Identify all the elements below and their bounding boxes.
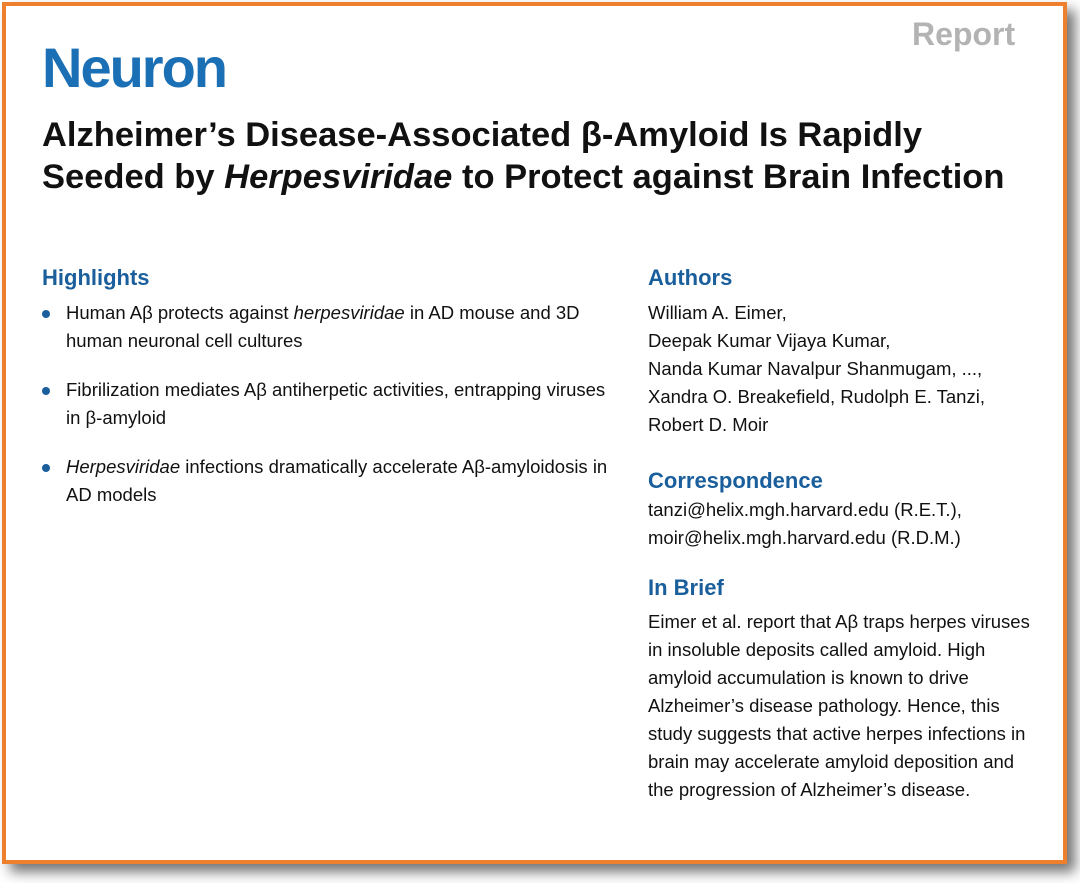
highlights-heading: Highlights: [42, 265, 150, 290]
highlight-italic: Herpesviridae: [66, 456, 181, 477]
authors-list: William A. Eimer, Deepak Kumar Vijaya Ku…: [648, 299, 1048, 439]
highlight-pre: Human Aβ protects against: [66, 302, 294, 323]
highlight-italic: herpesviridae: [293, 302, 405, 323]
highlight-item: Human Aβ protects against herpesviridae …: [42, 299, 622, 355]
bullet-icon: [42, 387, 50, 395]
in-brief-heading: In Brief: [648, 575, 724, 600]
article-type-label: Report: [912, 16, 1016, 52]
bullet-icon: [42, 464, 50, 472]
highlights-list: Human Aβ protects against herpesviridae …: [42, 299, 622, 530]
title-part-2: to Protect against Brain Infection: [452, 158, 1005, 196]
journal-logo: Neuron: [42, 36, 228, 99]
highlight-pre: Fibrilization mediates Aβ antiherpetic a…: [66, 379, 606, 428]
correspondence-block: tanzi@helix.mgh.harvard.edu (R.E.T.), mo…: [648, 496, 1048, 552]
author-line: Xandra O. Breakefield, Rudolph E. Tanzi,: [648, 386, 985, 407]
author-line: William A. Eimer,: [648, 302, 787, 323]
title-italic: Herpesviridae: [224, 158, 453, 196]
author-line: Robert D. Moir: [648, 414, 769, 435]
correspondence-heading: Correspondence: [648, 468, 823, 493]
author-line: Deepak Kumar Vijaya Kumar,: [648, 330, 891, 351]
highlight-item: Fibrilization mediates Aβ antiherpetic a…: [42, 376, 622, 432]
article-title: Alzheimer’s Disease-Associated β-Amyloid…: [42, 114, 1047, 198]
bullet-icon: [42, 310, 50, 318]
correspondence-email[interactable]: tanzi@helix.mgh.harvard.edu (R.E.T.),: [648, 499, 962, 520]
authors-heading: Authors: [648, 265, 733, 290]
highlight-post: infections dramatically accelerate Aβ-am…: [66, 456, 608, 505]
title-part-1: Alzheimer’s Disease-Associated β-Amyloid…: [42, 116, 923, 196]
article-frame: Neuron Report Alzheimer’s Disease-Associ…: [2, 2, 1067, 864]
in-brief-text: Eimer et al. report that Aβ traps herpes…: [648, 611, 1030, 800]
correspondence-email[interactable]: moir@helix.mgh.harvard.edu (R.D.M.): [648, 527, 961, 548]
author-line: Nanda Kumar Navalpur Shanmugam, ...,: [648, 358, 983, 379]
highlight-post: in AD mouse and 3D human neuronal cell c…: [66, 302, 580, 351]
highlight-item: Herpesviridae infections dramatically ac…: [42, 453, 622, 509]
